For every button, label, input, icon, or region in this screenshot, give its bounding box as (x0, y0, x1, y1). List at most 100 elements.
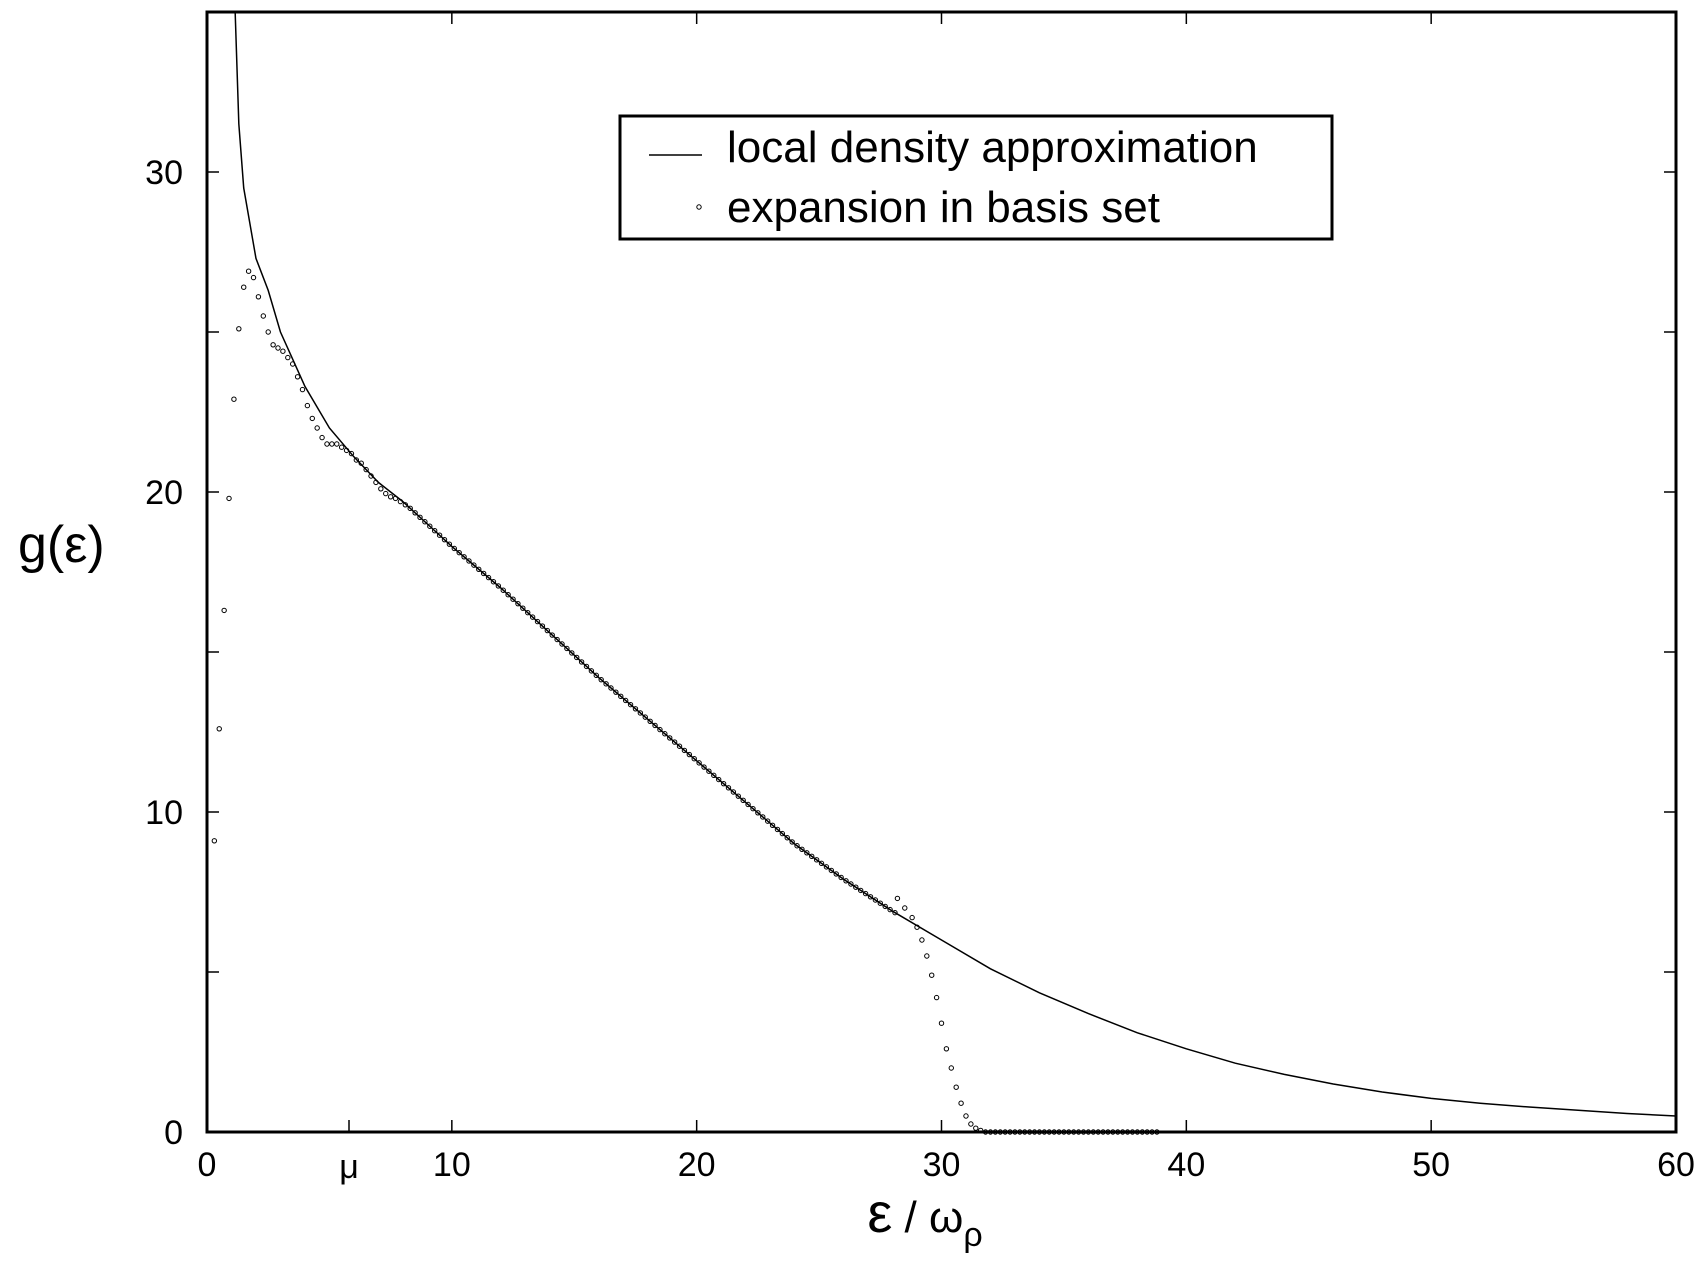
series-point-basis (407, 505, 413, 512)
series-line-local-density (234, 11, 1677, 1117)
series-point-basis (632, 706, 639, 712)
series-point-basis (1007, 1129, 1013, 1135)
series-point-basis (711, 772, 717, 779)
series-point-basis (529, 614, 536, 620)
series-point-basis (574, 654, 580, 661)
series-point-basis (583, 663, 590, 670)
series-point-basis (353, 457, 360, 463)
series-point-basis (559, 641, 565, 647)
series-point-basis (255, 294, 262, 300)
x-axis-title-epsilon: ε (867, 1181, 892, 1244)
series-point-basis (1154, 1129, 1160, 1135)
x-axis-title-subscript: ρ (963, 1216, 982, 1254)
series-point-basis (480, 570, 487, 577)
series-point-basis (853, 884, 859, 890)
series-point-basis (919, 937, 925, 943)
series-point-basis (992, 1129, 999, 1135)
series-point-basis (598, 676, 604, 683)
series-point-basis (451, 545, 457, 552)
series-point-basis (755, 810, 761, 816)
series-point-basis (686, 751, 693, 758)
series-point-basis (938, 1020, 945, 1026)
series-point-basis (603, 681, 609, 687)
legend-label-lda: local density approximation (727, 123, 1258, 172)
series-point-basis (525, 609, 531, 616)
series-point-basis (417, 514, 423, 520)
series-point-basis (760, 814, 766, 820)
series-point-basis (794, 843, 800, 849)
series-point-basis (618, 693, 624, 700)
series-point-basis (933, 994, 940, 1001)
legend-circle-swatch (696, 204, 702, 210)
series-point-basis (622, 697, 629, 704)
ticks: 0 10 20 30 40 50 60 μ 0 10 20 30 (145, 12, 1695, 1186)
series-point-basis (515, 600, 521, 607)
x-tick-label: 50 (1412, 1146, 1450, 1184)
series-point-basis (745, 801, 751, 808)
series-point-basis (676, 743, 683, 749)
series-point-basis (823, 864, 830, 870)
legend-box (618, 114, 1334, 241)
series-point-basis (858, 887, 864, 894)
y-tick-label: 10 (145, 794, 183, 832)
series-point-basis (720, 780, 727, 787)
series-point-basis (402, 502, 409, 508)
series-point-basis (735, 793, 741, 799)
series-point-basis (887, 906, 893, 913)
series-point-basis (662, 731, 668, 737)
series-point-basis (642, 714, 648, 720)
series-point-basis (236, 326, 242, 332)
x-axis-title: ε / ωρ (867, 1181, 982, 1254)
series-point-basis (943, 1046, 950, 1052)
series-point-basis (466, 558, 472, 564)
series-point-basis (667, 735, 673, 741)
series-point-basis (397, 498, 404, 505)
series-point-basis (833, 871, 839, 877)
series-point-basis (368, 473, 374, 479)
series-point-basis (270, 342, 276, 348)
series-point-basis (436, 532, 443, 538)
series-point-basis (412, 510, 418, 516)
series-point-basis (627, 701, 634, 708)
series-point-basis (1022, 1129, 1028, 1135)
series (211, 11, 1677, 1135)
y-tick-label: 30 (145, 154, 183, 192)
series-point-basis (828, 867, 835, 874)
series-point-basis (495, 583, 502, 589)
series-point-basis (275, 345, 281, 351)
series-point-basis (843, 878, 849, 884)
series-point-basis (750, 805, 756, 812)
series-point-basis (671, 739, 678, 745)
series-point-basis (968, 1121, 974, 1127)
series-point-basis (953, 1084, 959, 1090)
x-tick-label: 20 (678, 1146, 716, 1184)
x-tick-label: 10 (433, 1146, 471, 1184)
series-point-basis (265, 329, 271, 335)
series-point-basis (245, 268, 252, 274)
series-point-basis (613, 689, 619, 695)
series-point-basis (784, 835, 790, 841)
series-point-basis (304, 402, 311, 409)
series-point-basis (569, 650, 575, 656)
series-point-basis (892, 909, 898, 916)
series-point-basis (505, 592, 511, 598)
series-point-basis (392, 495, 399, 502)
series-point-basis (226, 495, 232, 502)
series-point-basis (554, 636, 560, 643)
series-point-basis (681, 747, 688, 754)
series-point-basis (260, 313, 267, 319)
plot-area: 0 10 20 30 40 50 60 μ 0 10 20 30 (145, 10, 1695, 1186)
x-tick-label-mu: μ (339, 1148, 359, 1186)
series-point-basis (799, 846, 805, 852)
series-point-basis (637, 710, 644, 716)
series-point-basis (730, 789, 737, 795)
series-point-basis (544, 627, 551, 634)
series-point-basis (549, 632, 555, 638)
series-point-basis (593, 672, 599, 679)
series-point-basis (520, 605, 526, 611)
series-point-basis (764, 818, 771, 824)
series-point-basis (221, 607, 227, 614)
series-point-basis (280, 348, 286, 354)
series-point-basis (948, 1065, 954, 1071)
series-point-basis (924, 953, 930, 959)
